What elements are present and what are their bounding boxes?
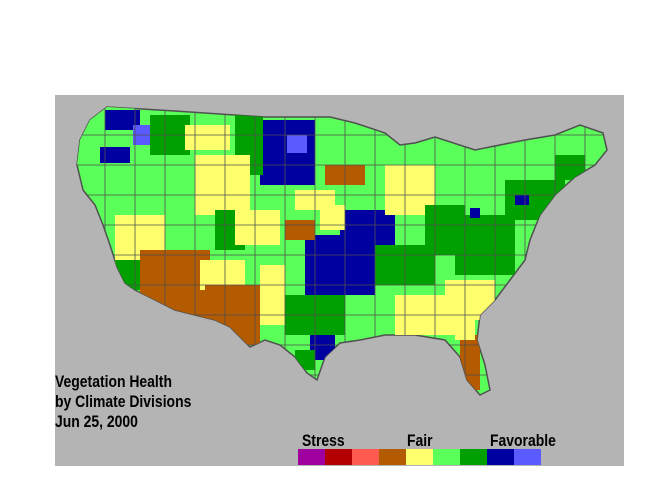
legend-favorable-label: Favorable (490, 431, 556, 450)
legend-swatch-8 (514, 449, 541, 465)
caption-subtitle: by Climate Divisions (55, 392, 192, 411)
legend-swatch-4 (406, 449, 433, 465)
map-frame: Vegetation Health by Climate Divisions J… (55, 95, 624, 466)
us-vegetation-map (76, 106, 608, 396)
legend-swatch-2 (352, 449, 379, 465)
legend-swatch-1 (325, 449, 352, 465)
legend-swatch-0 (298, 449, 325, 465)
map-caption: Vegetation Health by Climate Divisions J… (55, 372, 191, 432)
legend-swatch-5 (433, 449, 460, 465)
caption-title: Vegetation Health (55, 372, 172, 391)
legend-fair-label: Fair (407, 431, 433, 450)
legend-swatch-7 (487, 449, 514, 465)
caption-date: Jun 25, 2000 (55, 412, 138, 431)
legend-swatch-6 (460, 449, 487, 465)
legend-color-bar (298, 449, 541, 465)
legend-stress-label: Stress (302, 431, 345, 450)
legend-swatch-3 (379, 449, 406, 465)
